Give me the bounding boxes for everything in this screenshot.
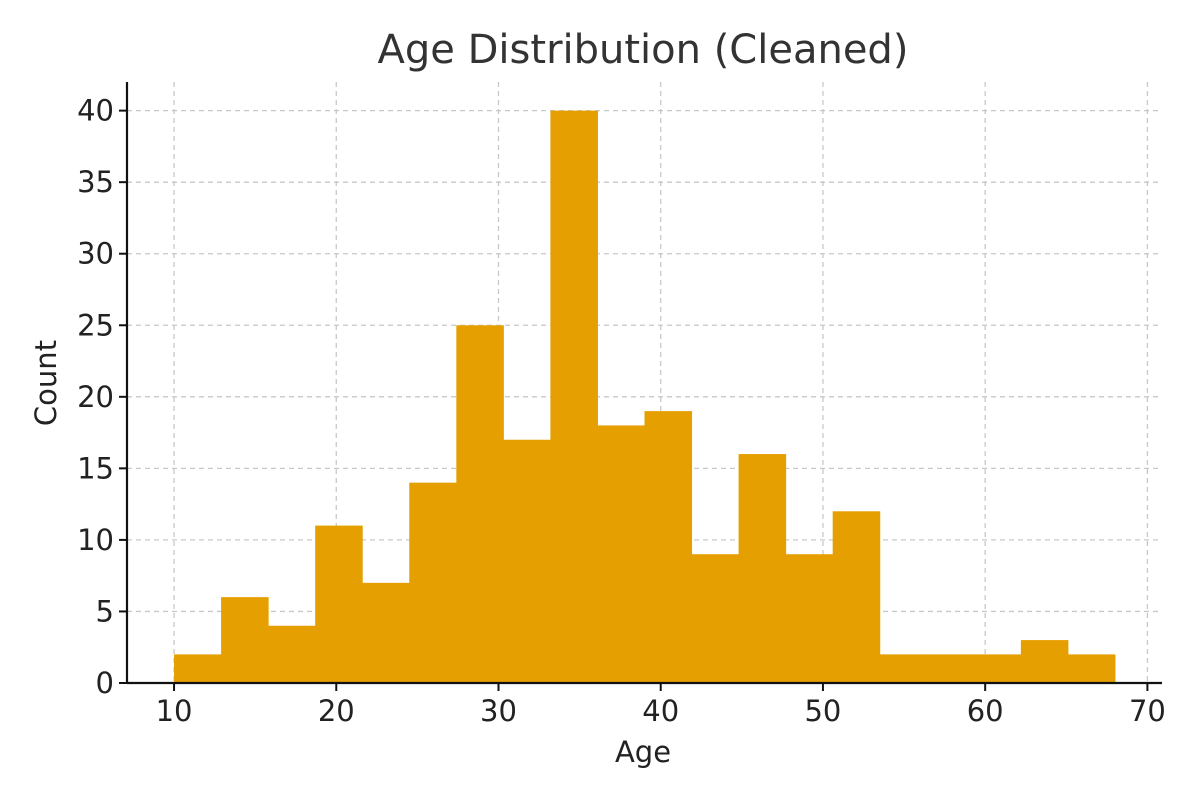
- y-tick-label-25: 25: [77, 308, 114, 342]
- histogram-bar: [691, 554, 740, 683]
- x-tick-label-30: 30: [480, 694, 517, 728]
- histogram-bar: [503, 439, 551, 683]
- histogram-bars: [174, 110, 1116, 684]
- x-tick-label-50: 50: [804, 694, 841, 728]
- x-tick-label-20: 20: [318, 694, 355, 728]
- y-axis-label: Count: [29, 340, 63, 426]
- tick-labels: 10 20 30 40 50 60 70 0 5 10 15 20 25 30 35 40: [77, 94, 1166, 728]
- histogram-bar: [973, 654, 1022, 683]
- histogram-bar: [785, 554, 834, 683]
- x-tick-label-70: 70: [1129, 694, 1166, 728]
- y-tick-label-20: 20: [77, 380, 114, 414]
- histogram-bar: [832, 511, 881, 683]
- histogram-bar: [174, 654, 222, 683]
- histogram-bar: [738, 454, 787, 683]
- chart-title: Age Distribution (Cleaned): [378, 27, 909, 73]
- histogram-bar: [221, 597, 269, 683]
- y-tick-label-5: 5: [96, 594, 114, 628]
- histogram-bar: [644, 411, 693, 683]
- y-tick-label-40: 40: [77, 94, 114, 128]
- axes: [119, 82, 1162, 691]
- histogram-bar: [268, 625, 316, 683]
- x-axis-label: Age: [615, 735, 671, 769]
- y-tick-label-15: 15: [77, 451, 114, 485]
- histogram-bar: [409, 482, 457, 683]
- histogram-bar: [362, 582, 410, 683]
- histogram-bar: [926, 654, 975, 683]
- y-tick-label-0: 0: [96, 666, 114, 700]
- histogram-bar: [1067, 654, 1116, 683]
- y-tick-label-30: 30: [77, 237, 114, 271]
- histogram-bar: [1020, 640, 1069, 683]
- y-tick-label-35: 35: [77, 165, 114, 199]
- x-tick-label-10: 10: [156, 694, 193, 728]
- histogram-bar: [456, 325, 504, 683]
- x-tick-label-40: 40: [642, 694, 679, 728]
- y-tick-label-10: 10: [77, 523, 114, 557]
- histogram-bar: [597, 425, 645, 683]
- x-tick-label-60: 60: [967, 694, 1004, 728]
- histogram-bar: [550, 110, 598, 684]
- histogram-bar: [879, 654, 928, 683]
- histogram-bar: [315, 525, 363, 683]
